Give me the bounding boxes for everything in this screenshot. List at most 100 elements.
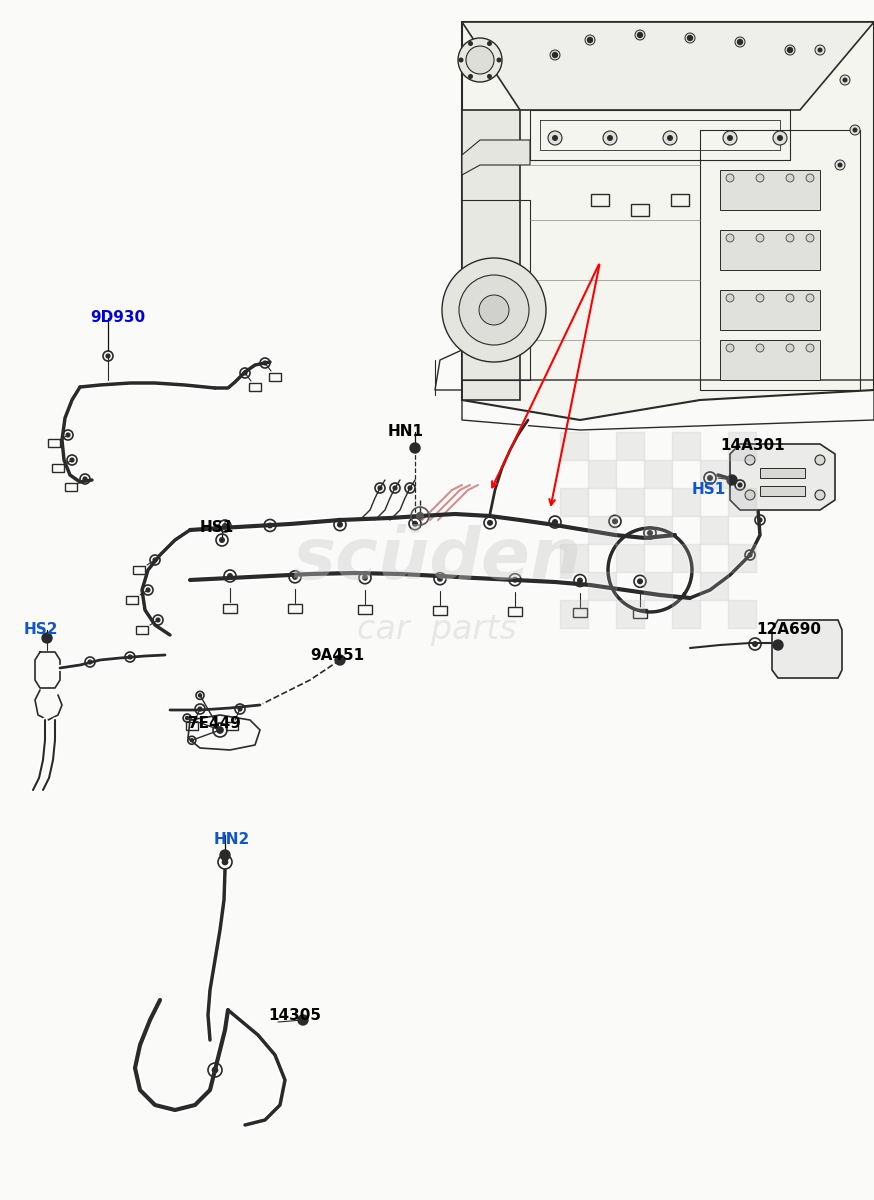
Circle shape <box>815 44 825 55</box>
Circle shape <box>442 258 546 362</box>
Circle shape <box>663 131 677 145</box>
Circle shape <box>806 344 814 352</box>
Circle shape <box>843 78 848 83</box>
Circle shape <box>83 478 87 481</box>
Circle shape <box>468 74 473 79</box>
Circle shape <box>578 578 582 583</box>
Circle shape <box>243 371 246 374</box>
Circle shape <box>223 523 227 528</box>
Text: 9D930: 9D930 <box>90 311 145 325</box>
Circle shape <box>667 134 673 140</box>
Circle shape <box>550 50 560 60</box>
Circle shape <box>146 588 150 592</box>
Circle shape <box>613 520 617 523</box>
Bar <box>720 170 820 210</box>
Circle shape <box>185 716 189 720</box>
Circle shape <box>688 36 692 41</box>
Circle shape <box>685 32 695 43</box>
Bar <box>672 488 700 516</box>
Text: scüden: scüden <box>292 526 582 594</box>
Bar <box>644 460 672 488</box>
Circle shape <box>727 475 737 485</box>
Bar <box>616 432 644 460</box>
Bar <box>700 516 728 544</box>
Circle shape <box>850 125 860 134</box>
Circle shape <box>488 521 492 526</box>
Text: 9A451: 9A451 <box>310 648 364 664</box>
Circle shape <box>745 490 755 500</box>
Circle shape <box>785 44 795 55</box>
Polygon shape <box>772 620 842 678</box>
Circle shape <box>756 174 764 182</box>
Circle shape <box>459 58 463 62</box>
Circle shape <box>238 707 242 710</box>
Bar <box>616 600 644 628</box>
Circle shape <box>335 655 345 665</box>
Polygon shape <box>730 444 835 510</box>
Bar <box>760 468 805 478</box>
Circle shape <box>603 131 617 145</box>
Circle shape <box>852 127 857 132</box>
Circle shape <box>745 455 755 464</box>
Circle shape <box>106 354 110 358</box>
Circle shape <box>410 443 420 452</box>
Circle shape <box>153 558 157 562</box>
Circle shape <box>840 74 850 85</box>
Circle shape <box>466 46 494 74</box>
Circle shape <box>198 694 202 697</box>
Circle shape <box>786 344 794 352</box>
Circle shape <box>738 40 743 44</box>
Bar <box>560 488 588 516</box>
Bar <box>760 486 805 496</box>
Circle shape <box>337 522 343 527</box>
Circle shape <box>753 642 757 647</box>
Bar <box>616 544 644 572</box>
Circle shape <box>806 294 814 302</box>
Bar <box>700 572 728 600</box>
Circle shape <box>438 576 442 581</box>
Bar <box>560 600 588 628</box>
Circle shape <box>786 234 794 242</box>
Circle shape <box>378 486 382 490</box>
Circle shape <box>777 134 783 140</box>
Circle shape <box>293 575 297 580</box>
Circle shape <box>748 553 752 557</box>
Circle shape <box>496 58 502 62</box>
Circle shape <box>218 727 223 733</box>
Bar <box>728 544 756 572</box>
Circle shape <box>458 38 502 82</box>
Circle shape <box>756 294 764 302</box>
Circle shape <box>552 520 558 524</box>
Bar <box>672 544 700 572</box>
Circle shape <box>723 131 737 145</box>
Circle shape <box>413 522 417 526</box>
Circle shape <box>212 1067 218 1073</box>
Bar <box>644 572 672 600</box>
Circle shape <box>786 294 794 302</box>
Text: HN2: HN2 <box>214 833 250 847</box>
Bar <box>644 516 672 544</box>
Circle shape <box>726 234 734 242</box>
Circle shape <box>835 160 845 170</box>
Circle shape <box>42 634 52 643</box>
Circle shape <box>607 134 613 140</box>
Text: 7E449: 7E449 <box>188 715 241 731</box>
Circle shape <box>635 30 645 40</box>
Text: HS1: HS1 <box>200 520 234 534</box>
Circle shape <box>222 859 227 865</box>
Bar <box>720 290 820 330</box>
Polygon shape <box>462 22 874 110</box>
Circle shape <box>487 41 492 46</box>
Bar <box>588 460 616 488</box>
Circle shape <box>726 174 734 182</box>
Circle shape <box>263 361 267 365</box>
Circle shape <box>726 344 734 352</box>
Circle shape <box>363 576 367 580</box>
Circle shape <box>648 530 652 535</box>
Circle shape <box>587 37 593 42</box>
Circle shape <box>552 134 558 140</box>
Bar <box>588 516 616 544</box>
Circle shape <box>479 295 509 325</box>
Bar <box>588 572 616 600</box>
Circle shape <box>806 174 814 182</box>
